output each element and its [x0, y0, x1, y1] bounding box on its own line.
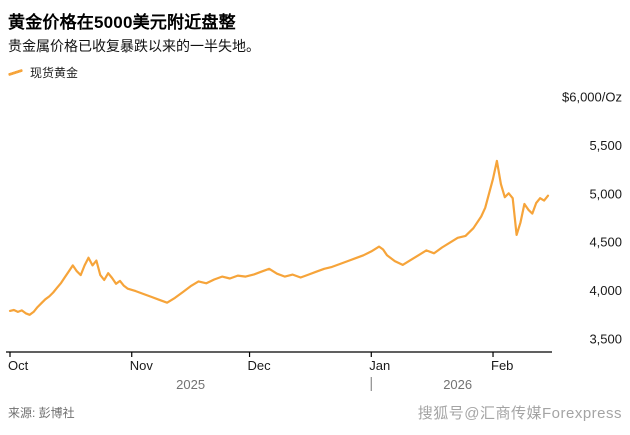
x-tick-label: Oct: [8, 358, 29, 373]
x-tick-label: Dec: [248, 358, 272, 373]
y-tick-label: 5,000: [589, 186, 622, 201]
legend-label: 现货黄金: [30, 66, 79, 80]
page-title: 黄金价格在5000美元附近盘整: [8, 13, 236, 32]
watermark: 搜狐号@汇商传媒Forexpress: [417, 405, 622, 422]
x-tick-label: Nov: [130, 358, 154, 373]
source-credit: 来源: 彭博社: [8, 406, 75, 420]
year-label: 2026: [443, 377, 472, 392]
y-tick-label: 4,500: [589, 235, 622, 250]
price-chart-svg: Oct Nov Dec Jan Feb 2025 2026 $6,000/Oz 5,500 5,0…: [6, 90, 622, 392]
year-label: 2025: [176, 377, 205, 392]
spot-gold-price-line: [8, 159, 550, 316]
legend-line-swatch-icon: [7, 68, 24, 77]
page-subtitle: 贵金属价格已收复暴跌以来的一半失地。: [8, 38, 260, 54]
y-tick-label: 4,000: [589, 283, 622, 298]
x-tick-label: Feb: [491, 358, 513, 373]
y-tick-label: $6,000/Oz: [562, 90, 622, 105]
x-tick-label: Jan: [369, 358, 390, 373]
y-tick-label: 3,500: [589, 332, 622, 347]
y-tick-label: 5,500: [589, 138, 622, 153]
legend: 现货黄金: [7, 64, 79, 81]
price-chart: Oct Nov Dec Jan Feb 2025 2026 $6,000/Oz 5,500 5,0…: [0, 85, 630, 405]
